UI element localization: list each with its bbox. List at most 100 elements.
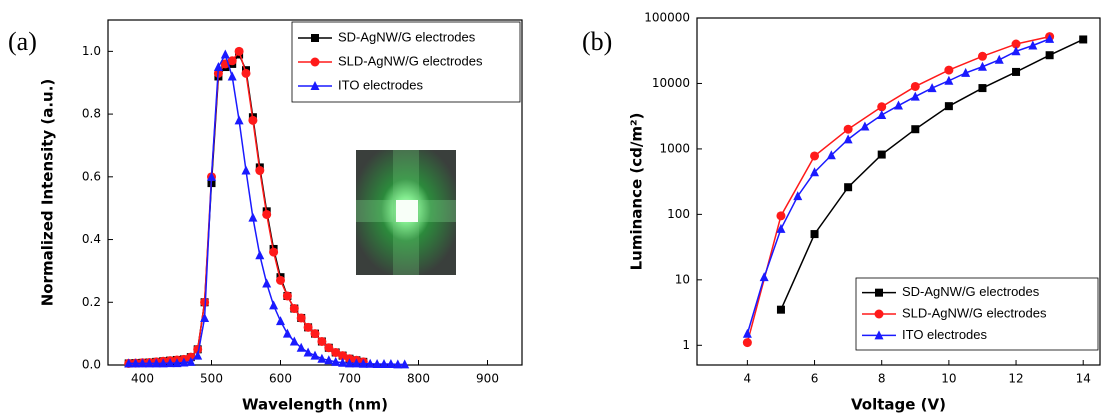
- marker: [269, 247, 279, 257]
- marker: [810, 151, 820, 161]
- marker: [317, 353, 327, 363]
- legend-marker: [310, 81, 320, 90]
- marker: [944, 75, 954, 85]
- marker: [200, 297, 210, 307]
- marker: [282, 328, 292, 338]
- legend-marker: [874, 330, 884, 340]
- marker: [310, 350, 320, 360]
- marker: [1011, 39, 1021, 49]
- marker: [220, 49, 230, 59]
- marker: [331, 356, 341, 366]
- marker: [400, 359, 410, 369]
- marker: [365, 358, 375, 368]
- marker: [776, 305, 785, 314]
- marker: [338, 351, 348, 361]
- marker: [386, 359, 396, 369]
- marker: [759, 272, 769, 282]
- marker: [894, 100, 903, 110]
- marker: [165, 358, 175, 368]
- marker: [324, 343, 334, 353]
- marker: [289, 304, 299, 314]
- x-tick-label: 900: [476, 372, 499, 386]
- marker: [358, 358, 368, 368]
- marker: [372, 359, 382, 369]
- marker: [158, 358, 168, 368]
- marker: [843, 124, 853, 134]
- x-tick-label: 6: [811, 372, 819, 386]
- y-tick-label: 0.2: [82, 295, 101, 309]
- marker: [269, 300, 279, 310]
- marker: [193, 350, 203, 360]
- x-tick-label: 400: [131, 372, 154, 386]
- marker: [276, 275, 285, 285]
- x-tick-label: 700: [338, 372, 361, 386]
- marker: [776, 211, 786, 221]
- marker: [910, 91, 920, 101]
- marker: [944, 65, 954, 75]
- marker: [351, 358, 361, 368]
- y-tick-label: 10: [675, 272, 690, 286]
- legend-label: SLD-AgNW/G electrodes: [338, 53, 483, 68]
- marker: [227, 56, 237, 66]
- marker: [303, 322, 313, 332]
- marker: [234, 46, 244, 56]
- marker: [1079, 35, 1088, 44]
- y-tick-label: 0.8: [82, 107, 101, 121]
- y-tick-label: 1.0: [82, 44, 101, 58]
- marker: [207, 171, 216, 181]
- marker: [262, 278, 272, 288]
- marker: [961, 67, 971, 77]
- marker: [1012, 67, 1021, 76]
- marker: [324, 355, 334, 365]
- legend-label: SLD-AgNW/G electrodes: [902, 305, 1047, 320]
- marker: [776, 223, 786, 233]
- x-tick-label: 800: [407, 372, 430, 386]
- marker: [186, 356, 196, 366]
- x-tick-label: 10: [941, 372, 956, 386]
- x-tick-label: 14: [1076, 372, 1091, 386]
- panel-label: (b): [582, 27, 612, 56]
- marker: [200, 312, 210, 322]
- marker: [844, 183, 853, 192]
- marker: [994, 54, 1004, 64]
- plot-frame: [696, 17, 1101, 366]
- marker: [877, 150, 886, 159]
- y-axis-label: Luminance (cd/m²): [628, 113, 646, 271]
- marker: [213, 62, 223, 72]
- marker: [296, 313, 306, 323]
- y-tick-label: 10000: [652, 76, 690, 90]
- y-tick-label: 100: [667, 207, 690, 221]
- marker: [1011, 46, 1021, 56]
- marker: [393, 359, 403, 369]
- plot-frame: [107, 19, 523, 366]
- marker: [911, 125, 920, 134]
- legend-label: ITO electrodes: [902, 327, 988, 342]
- marker: [742, 328, 752, 338]
- legend-label: SD-AgNW/G electrodes: [902, 284, 1040, 299]
- series-line: [780, 38, 1084, 310]
- x-tick-label: 500: [200, 372, 223, 386]
- marker: [151, 358, 161, 368]
- marker: [826, 150, 836, 160]
- marker: [843, 134, 853, 144]
- x-tick-label: 4: [744, 372, 752, 386]
- marker: [241, 165, 251, 175]
- marker: [255, 250, 265, 260]
- x-tick-label: 8: [878, 372, 886, 386]
- y-tick-label: 1000: [659, 141, 690, 155]
- y-tick-label: 100000: [644, 11, 690, 25]
- marker: [345, 358, 354, 368]
- marker: [310, 329, 320, 339]
- marker: [978, 84, 987, 93]
- x-axis-label: Wavelength (nm): [242, 396, 388, 414]
- marker: [234, 115, 244, 125]
- marker: [1045, 51, 1054, 60]
- marker: [317, 336, 327, 346]
- marker: [241, 68, 251, 78]
- marker: [172, 358, 182, 368]
- legend-label: ITO electrodes: [338, 77, 424, 92]
- legend-marker: [875, 288, 883, 297]
- marker: [860, 121, 870, 131]
- marker: [1045, 33, 1055, 43]
- marker: [296, 342, 306, 352]
